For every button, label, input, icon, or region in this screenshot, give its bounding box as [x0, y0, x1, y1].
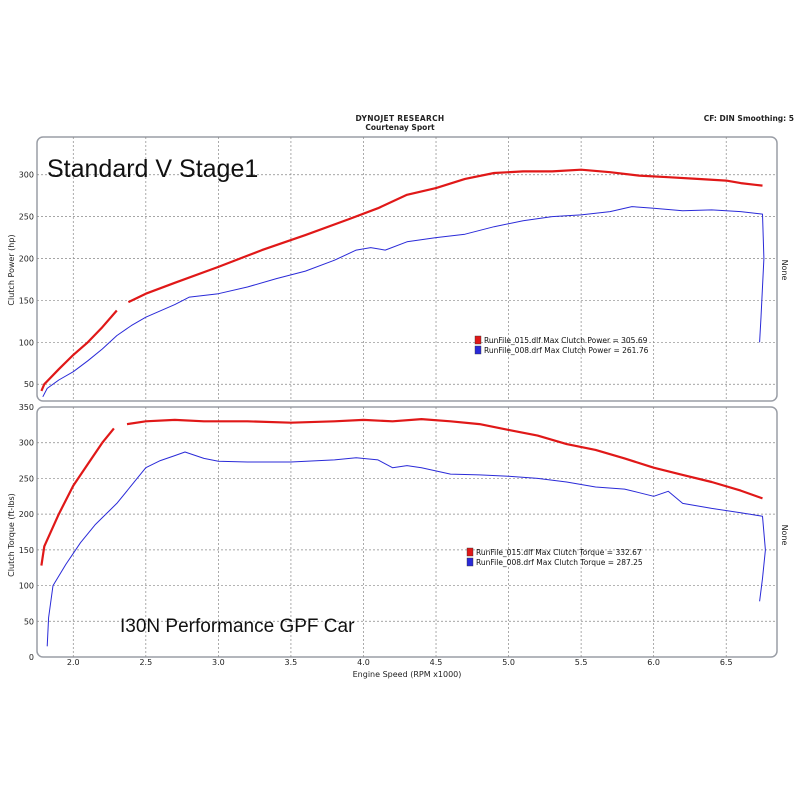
x-tick-label: 5.5 — [575, 658, 588, 667]
company-title: DYNOJET RESEARCH — [355, 114, 445, 123]
legend-entry: RunFile_008.drf Max Clutch Torque = 287.… — [476, 558, 643, 567]
right-axis-label: None — [780, 260, 789, 281]
torque-panel: 0 50 100 150 200 250 300 350 Clutch Torque (ft-l… — [7, 403, 789, 662]
y-tick-label: 300 — [19, 171, 34, 180]
legend-entry: RunFile_008.drf Max Clutch Power = 261.7… — [484, 346, 649, 355]
x-tick-label: 6.5 — [720, 658, 733, 667]
y-tick-label: 50 — [24, 617, 34, 626]
y-tick-label: 0 — [29, 653, 34, 662]
legend-entry: RunFile_015.dlf Max Clutch Torque = 332.… — [476, 548, 642, 557]
legend-swatch — [474, 345, 482, 355]
y-tick-label: 200 — [19, 510, 34, 519]
y-tick-label: 150 — [19, 546, 34, 555]
x-tick-label: 3.0 — [212, 658, 225, 667]
legend-swatch — [466, 557, 474, 567]
y-tick-label: 250 — [19, 474, 34, 483]
plot-area — [36, 136, 778, 402]
series-line-run015 — [126, 418, 763, 500]
y-tick-label: 200 — [19, 255, 34, 264]
series-line-run008 — [42, 206, 765, 398]
plot-area — [36, 406, 778, 658]
series-line-run015 — [40, 427, 115, 566]
legend-swatch — [466, 547, 474, 557]
y-axis-label: Clutch Power (hp) — [7, 234, 16, 305]
x-tick-label: 3.5 — [285, 658, 298, 667]
x-axis: 2.0 2.5 3.0 3.5 4.0 4.5 5.0 5.5 6.0 6.5 Engine Spe… — [67, 658, 733, 679]
chart-title: I30N Performance GPF Car — [120, 616, 355, 637]
power-panel: 50 100 150 200 250 300 Clutch Power (hp) None Ru… — [7, 136, 789, 402]
y-tick-label: 50 — [24, 380, 34, 389]
series-line-run015 — [127, 168, 763, 304]
series-line-run015 — [40, 309, 118, 392]
legend-swatch — [474, 335, 482, 345]
y-tick-label: 300 — [19, 439, 34, 448]
right-axis-label: None — [780, 525, 789, 546]
x-tick-label: 4.5 — [430, 658, 443, 667]
x-tick-label: 5.0 — [502, 658, 515, 667]
y-tick-label: 250 — [19, 213, 34, 222]
x-axis-label: Engine Speed (RPM x1000) — [353, 670, 462, 679]
series-line-run008 — [46, 451, 766, 647]
y-tick-label: 100 — [19, 582, 34, 591]
y-axis-label: Clutch Torque (ft-lbs) — [7, 493, 16, 577]
chart-title: Standard V Stage1 — [47, 155, 258, 183]
legend-entry: RunFile_015.dlf Max Clutch Power = 305.6… — [484, 336, 648, 345]
y-tick-label: 150 — [19, 296, 34, 305]
y-tick-label: 100 — [19, 338, 34, 347]
shop-name: Courtenay Sport — [365, 123, 435, 132]
x-tick-label: 2.0 — [67, 658, 80, 667]
x-tick-label: 4.0 — [357, 658, 370, 667]
y-tick-label: 350 — [19, 403, 34, 412]
settings-label: CF: DIN Smoothing: 5 — [703, 114, 794, 123]
x-tick-label: 2.5 — [139, 658, 152, 667]
x-tick-label: 6.0 — [647, 658, 660, 667]
